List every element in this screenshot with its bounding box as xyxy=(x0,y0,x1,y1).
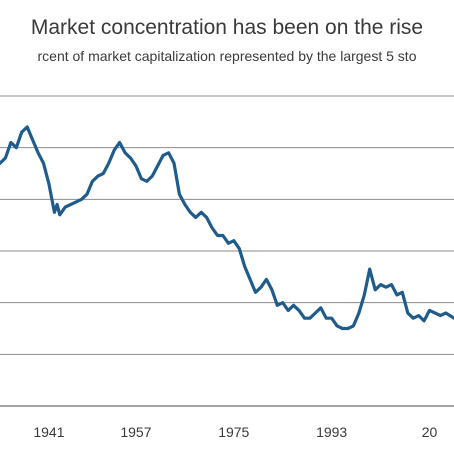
gridlines xyxy=(0,95,454,355)
x-tick-label: 1993 xyxy=(316,424,347,440)
x-tick-label: 1941 xyxy=(33,424,64,440)
x-tick-label: 1975 xyxy=(218,424,249,440)
x-tick-label: 1957 xyxy=(120,424,151,440)
series-layer xyxy=(0,125,454,331)
chart-title: Market concentration has been on the ris… xyxy=(31,16,423,39)
x-axis-ticks: 1941 1957 1975 1993 20 xyxy=(33,424,437,440)
series-line xyxy=(0,125,454,331)
chart-subtitle: rcent of market capitalization represent… xyxy=(38,48,417,64)
x-tick-label: 20 xyxy=(422,424,438,440)
